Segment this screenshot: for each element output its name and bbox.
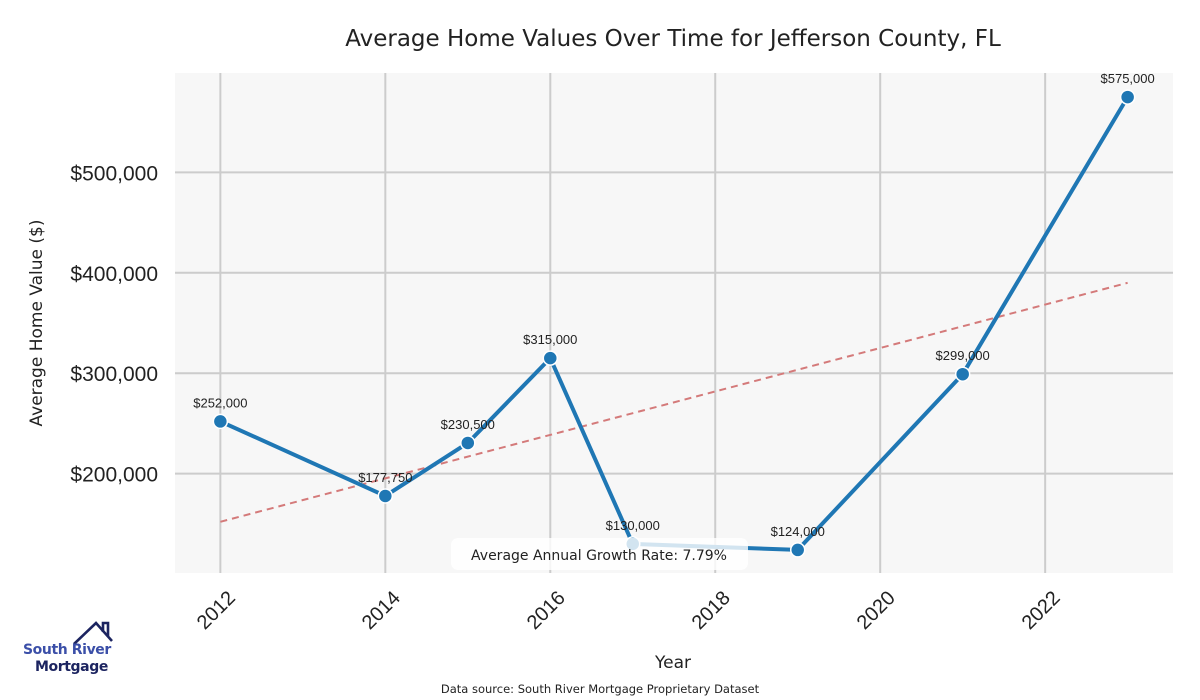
y-tick-label: $300,000 — [70, 363, 158, 386]
data-point — [212, 413, 229, 430]
trend-line — [220, 281, 1128, 523]
y-tick-label: $400,000 — [70, 263, 158, 286]
logo-text-line2: Mortgage — [35, 659, 108, 675]
y-gridlines — [175, 171, 1173, 475]
x-tick-label: 2014 — [358, 587, 405, 634]
data-point — [460, 435, 476, 451]
data-label: $299,000 — [936, 348, 990, 363]
chart-title: Average Home Values Over Time for Jeffer… — [345, 26, 1001, 52]
data-point — [789, 542, 806, 558]
plot-area — [175, 73, 1173, 573]
data-label: $130,000 — [606, 518, 660, 533]
x-tick-label: 2018 — [688, 587, 735, 634]
series-line — [219, 96, 1130, 552]
y-tick-labels: $200,000 $300,000 $400,000 $500,000 — [70, 162, 158, 486]
x-tick-label: 2020 — [853, 587, 900, 634]
data-point — [542, 350, 559, 366]
x-tick-label: 2012 — [193, 587, 240, 634]
growth-annotation: Average Annual Growth Rate: 7.79% — [451, 538, 748, 570]
logo-text-line1: South River — [23, 642, 111, 658]
data-label: $575,000 — [1101, 71, 1155, 86]
data-label: $230,500 — [441, 417, 495, 432]
company-logo: South River Mortgage — [20, 620, 120, 680]
growth-annotation-text: Average Annual Growth Rate: 7.79% — [471, 548, 727, 564]
series-polyline — [219, 96, 1130, 552]
x-gridlines — [219, 73, 1047, 573]
data-label: $315,000 — [523, 332, 577, 347]
data-label: $124,000 — [771, 524, 825, 539]
data-label: $177,750 — [358, 470, 412, 485]
growth-annotation-box — [451, 538, 748, 570]
house-icon — [73, 621, 113, 645]
y-axis-label: Average Home Value ($) — [27, 220, 47, 427]
data-point — [954, 366, 971, 382]
data-point — [1119, 89, 1136, 105]
x-axis-label: Year — [654, 653, 691, 673]
x-tick-label: 2016 — [523, 587, 570, 634]
x-tick-labels: 2012 2014 2016 2018 2020 2022 — [193, 587, 1065, 634]
data-point — [377, 488, 394, 504]
y-tick-label: $500,000 — [70, 162, 158, 185]
data-labels: $252,000 $177,750 $230,500 $315,000 $130,000… — [193, 71, 1155, 539]
y-tick-label: $200,000 — [70, 464, 158, 487]
x-tick-label: 2022 — [1018, 587, 1065, 634]
trend-line-segment — [220, 281, 1128, 523]
data-label: $252,000 — [193, 395, 247, 410]
data-source-note: Data source: South River Mortgage Propri… — [441, 682, 760, 696]
